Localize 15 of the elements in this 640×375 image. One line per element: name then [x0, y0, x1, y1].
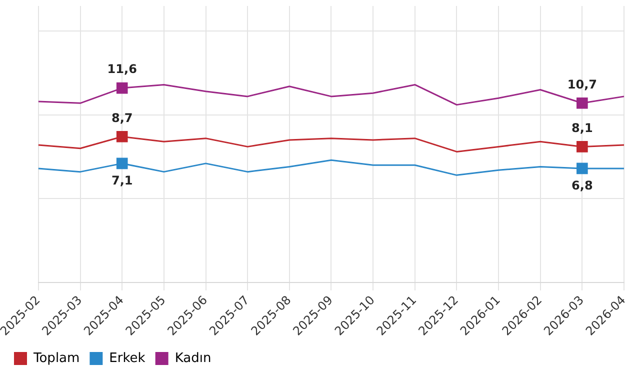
point [116, 82, 128, 94]
data-label: 8,7 [111, 110, 133, 125]
point [576, 162, 588, 174]
data-label: 6,8 [572, 178, 593, 193]
data-label: 10,7 [567, 77, 597, 92]
legend-label: Toplam [32, 350, 80, 366]
point [116, 158, 128, 170]
data-label: 8,1 [572, 120, 593, 135]
point [576, 97, 588, 109]
data-label: 11,6 [107, 62, 137, 76]
point [116, 130, 128, 142]
point [576, 141, 588, 152]
data-label: 7,1 [111, 174, 133, 188]
legend-label: Kadın [174, 350, 212, 366]
legend-label: Erkek [109, 350, 146, 366]
